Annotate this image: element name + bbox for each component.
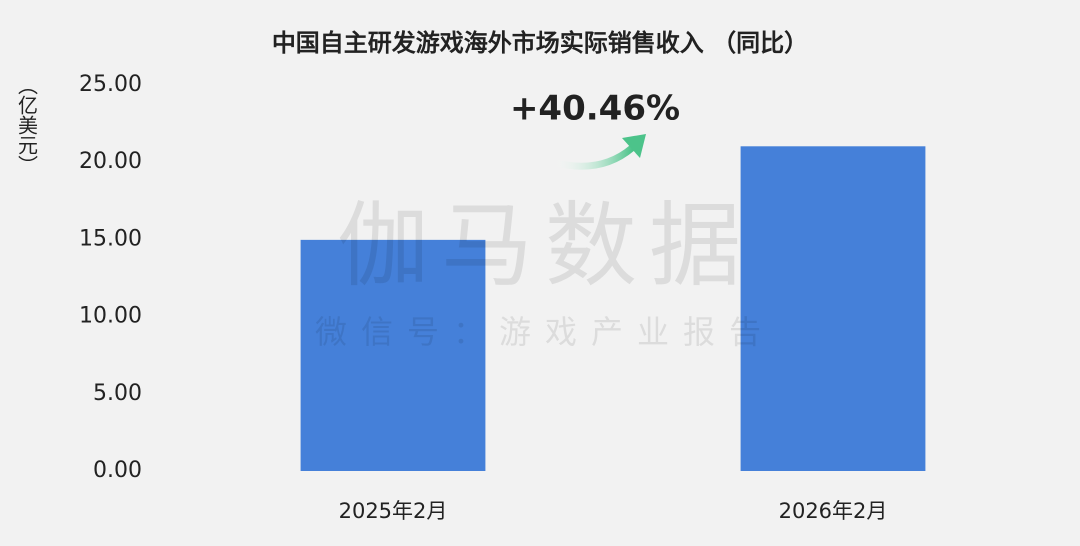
x-tick-label: 2025年2月 xyxy=(339,499,448,523)
y-axis-label: （亿美元） xyxy=(15,75,39,175)
y-tick-label: 5.00 xyxy=(93,381,142,406)
arrow xyxy=(548,144,636,170)
watermark: 伽马数据 xyxy=(337,192,753,299)
annotation: +40.46% xyxy=(510,89,680,129)
y-tick-label: 15.00 xyxy=(79,226,142,251)
bar xyxy=(300,239,486,471)
plot xyxy=(300,146,926,471)
y-tick-label: 0.00 xyxy=(93,458,142,483)
watermark: 微信号：游戏产业报告 xyxy=(315,313,775,351)
arrow-head xyxy=(622,134,646,158)
x-tick-label: 2026年2月 xyxy=(779,499,888,523)
y-tick-label: 20.00 xyxy=(79,149,142,174)
bar xyxy=(740,146,926,471)
chart-title: 中国自主研发游戏海外市场实际销售收入 （同比） xyxy=(272,29,808,57)
y-tick-label: 10.00 xyxy=(79,304,142,329)
y-tick-label: 25.00 xyxy=(79,72,142,97)
